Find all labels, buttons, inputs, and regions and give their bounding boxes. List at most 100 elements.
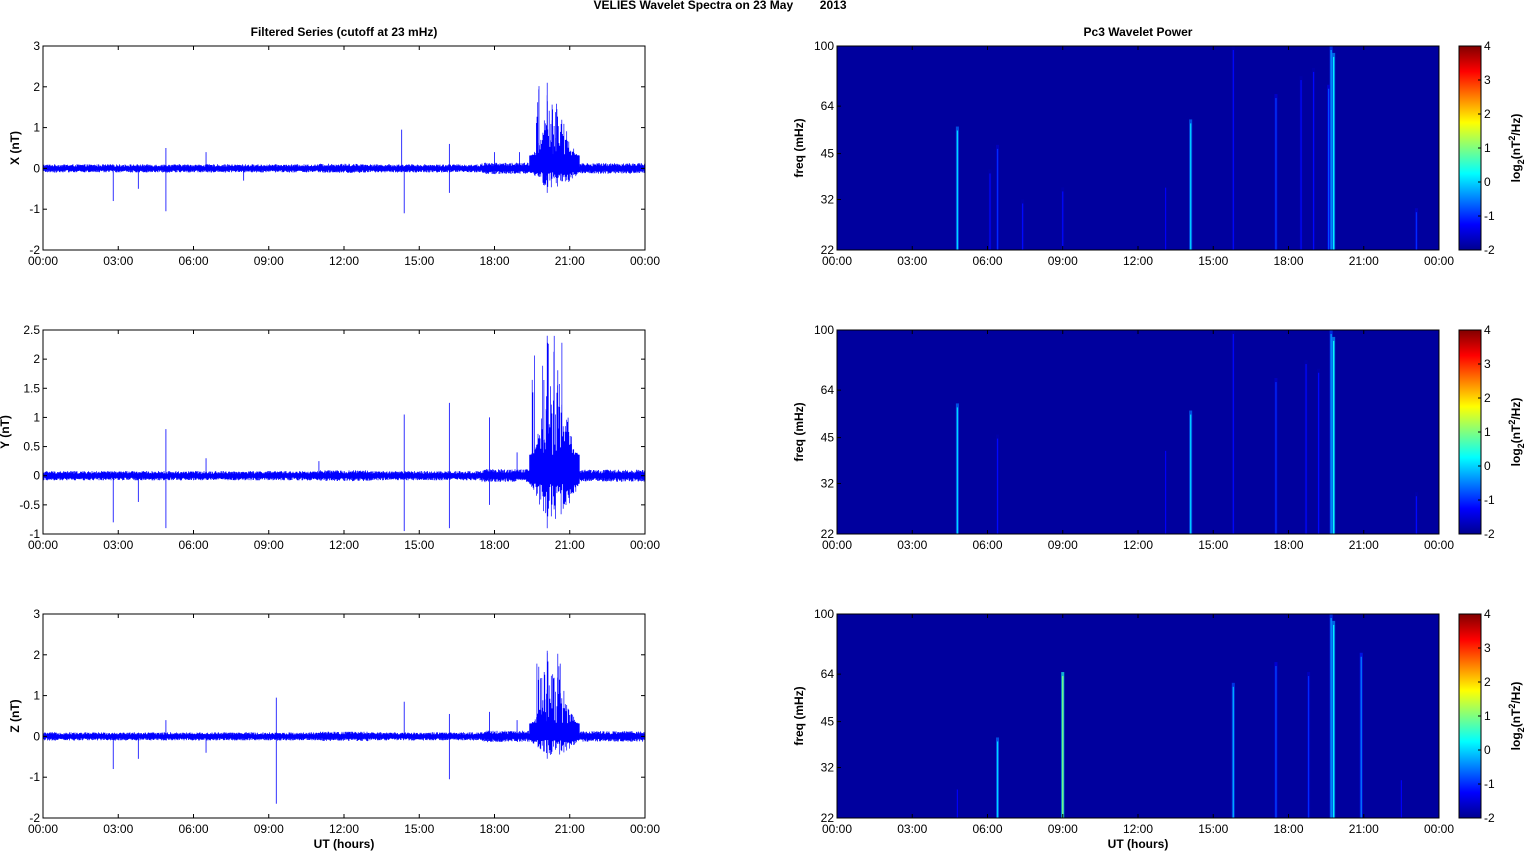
wavelet-power-panel-1-ytick-label: 64 (821, 99, 835, 113)
wavelet-power-panel-2-background (837, 330, 1439, 534)
series-z-panel-xtick-label: 09:00 (254, 822, 284, 836)
series-y-panel-xtick-label: 03:00 (103, 538, 133, 552)
series-x-panel-xtick-label: 00:00 (630, 254, 660, 268)
series-x-panel-plot-area (43, 82, 645, 214)
wavelet-power-panel-2-xtick-label: 00:00 (822, 538, 852, 552)
series-z-panel-ylabel: Z (nT) (8, 699, 22, 732)
wavelet-power-panel-3-streak (1360, 656, 1362, 818)
wavelet-power-panel-3-streak (1400, 780, 1402, 818)
wavelet-power-panel-2-colorbar-tick-label: 0 (1484, 459, 1491, 473)
series-y-panel-xtick-label: 15:00 (404, 538, 434, 552)
wavelet-power-panel-3-ylabel: freq (mHz) (792, 686, 806, 745)
wavelet-power-panel-3-colorbar-tick-label: 1 (1484, 709, 1491, 723)
wavelet-power-panel-3-ytick-label: 32 (821, 761, 835, 775)
series-z-panel-burst-trace (529, 650, 580, 759)
wavelet-power-panel-1-streak (1300, 80, 1302, 250)
wavelet-power-panel-1-ytick-label: 100 (814, 39, 834, 53)
wavelet-power-panel-3-ytick-label: 45 (821, 715, 835, 729)
series-y-panel-xtick-label: 21:00 (555, 538, 585, 552)
series-y-panel-ytick-label: 1.5 (23, 381, 40, 395)
wavelet-power-panel-2-colorbar-label: log2(nT2/Hz) (1507, 398, 1526, 467)
wavelet-power-panel-2-xtick-label: 03:00 (897, 538, 927, 552)
wavelet-power-panel-2-colorbar-tick-label: 4 (1484, 323, 1491, 337)
wavelet-power-panel-2-colorbar-tick-label: 3 (1484, 357, 1491, 371)
wavelet-power-panel-3-ytick-label: 22 (821, 811, 835, 825)
wavelet-power-panel-1-ytick-label: 32 (821, 193, 835, 207)
wavelet-power-panel-1-ytick-label: 45 (821, 147, 835, 161)
wavelet-power-panel-1-streak (1328, 88, 1330, 250)
series-x-panel-ytick-label: -2 (29, 243, 40, 257)
series-y-panel-ylabel: Y (nT) (0, 415, 12, 449)
wavelet-power-panel-1-colorbar-tick-label: 2 (1484, 107, 1491, 121)
series-y-panel: 2.521.510.50-0.5-100:00 03:00 06:00 09:00 12… (0, 323, 660, 552)
wavelet-power-panel-1-colorbar-label: log2(nT2/Hz) (1507, 114, 1526, 183)
series-z-panel-ytick-label: 1 (33, 689, 40, 703)
series-z-panel-xlabel: UT (hours) (314, 837, 375, 851)
wavelet-power-panel-1-colorbar-tick-label: 3 (1484, 73, 1491, 87)
wavelet-power-panel-1-xtick-label: 18:00 (1273, 254, 1303, 268)
series-y-panel-burst-trace (529, 335, 580, 529)
series-y-panel-ytick-label: 0 (33, 469, 40, 483)
series-z-panel-ytick-label: 0 (33, 729, 40, 743)
series-y-panel-plot-area (43, 335, 645, 532)
wavelet-power-panel-2-xtick-label: 09:00 (1048, 538, 1078, 552)
wavelet-power-panel-3-xtick-label: 18:00 (1273, 822, 1303, 836)
wavelet-power-panel-2-colorbar (1458, 329, 1482, 535)
wavelet-power-panel-1-colorbar-tick-label: 4 (1484, 39, 1491, 53)
wavelet-power-panel-2-streak (956, 407, 958, 534)
series-y-panel-ytick-label: 0.5 (23, 440, 40, 454)
wavelet-power-panel-2-streak (996, 438, 999, 534)
wavelet-power-panel-2-ytick-label: 45 (821, 431, 835, 445)
wavelet-power-panel-3-background (837, 614, 1439, 818)
wavelet-power-panel-1-colorbar-tick-label: 0 (1484, 175, 1491, 189)
wavelet-power-panel-1-background (837, 46, 1439, 250)
wavelet-power-panel-1-streak (1415, 212, 1418, 250)
wavelet-power-panel-1-streak (989, 173, 991, 250)
wavelet-power-panel-2-colorbar-tick-label: -1 (1484, 493, 1495, 507)
series-y-panel-xtick-label: 12:00 (329, 538, 359, 552)
wavelet-power-panel-2-xtick-label: 15:00 (1198, 538, 1228, 552)
series-z-panel-plot-area (43, 650, 645, 804)
wavelet-power-panel-2-streak (1232, 334, 1234, 534)
series-z-panel-ytick-label: -2 (29, 811, 40, 825)
wavelet-power-panel-3-colorbar-tick-label: -2 (1484, 811, 1495, 825)
wavelet-power-panel-3-streak (1275, 666, 1277, 818)
wavelet-power-panel-1-streak (996, 148, 999, 250)
series-z-panel-xtick-label: 12:00 (329, 822, 359, 836)
series-z-panel-xtick-label: 03:00 (103, 822, 133, 836)
wavelet-power-panel-1-colorbar-tick-label: 1 (1484, 141, 1491, 155)
wavelet-power-panel-1-xtick-label: 00:00 (822, 254, 852, 268)
series-y-panel-ytick-label: -0.5 (19, 498, 40, 512)
wavelet-power-panel-1-streak (1333, 56, 1335, 250)
series-x-panel-ytick-label: -1 (29, 202, 40, 216)
wavelet-power-panel-1-streak (1022, 203, 1024, 250)
series-z-panel-xtick-label: 15:00 (404, 822, 434, 836)
wavelet-power-panel-3-streak (996, 741, 999, 818)
series-y-panel-xtick-label: 18:00 (479, 538, 509, 552)
wavelet-power-panel-2-colorbar-tick-label: 1 (1484, 425, 1491, 439)
series-y-panel-ytick-label: 2.5 (23, 323, 40, 337)
wavelet-power-panel-1-ylabel: freq (mHz) (792, 118, 806, 177)
wavelet-power-panel-2-ytick-label: 64 (821, 383, 835, 397)
wavelet-power-panel-3-xtick-label: 21:00 (1349, 822, 1379, 836)
series-y-panel-xtick-label: 09:00 (254, 538, 284, 552)
series-x-panel-ytick-label: 0 (33, 161, 40, 175)
wavelet-power-panel-2-streak (1305, 364, 1307, 534)
series-x-panel-xtick-label: 15:00 (404, 254, 434, 268)
series-x-panel-xtick-label: 03:00 (103, 254, 133, 268)
series-z-panel-xtick-label: 00:00 (28, 822, 58, 836)
series-z-panel-xtick-label: 21:00 (555, 822, 585, 836)
wavelet-power-panel-2-streak (1333, 340, 1335, 534)
wavelet-power-panel-3-xtick-label: 00:00 (1424, 822, 1454, 836)
series-z-panel-xtick-label: 18:00 (479, 822, 509, 836)
series-x-panel-xtick-label: 12:00 (329, 254, 359, 268)
wavelet-power-panel-2-ylabel: freq (mHz) (792, 402, 806, 461)
wavelet-power-panel-1-xtick-label: 12:00 (1123, 254, 1153, 268)
wavelet-power-panel-2-streak (1330, 334, 1332, 534)
wavelet-power-panel-1-streak (1190, 123, 1192, 250)
wavelet-power-panel-3-xtick-label: 03:00 (897, 822, 927, 836)
wavelet-power-panel-2-colorbar-tick-label: -2 (1484, 527, 1495, 541)
